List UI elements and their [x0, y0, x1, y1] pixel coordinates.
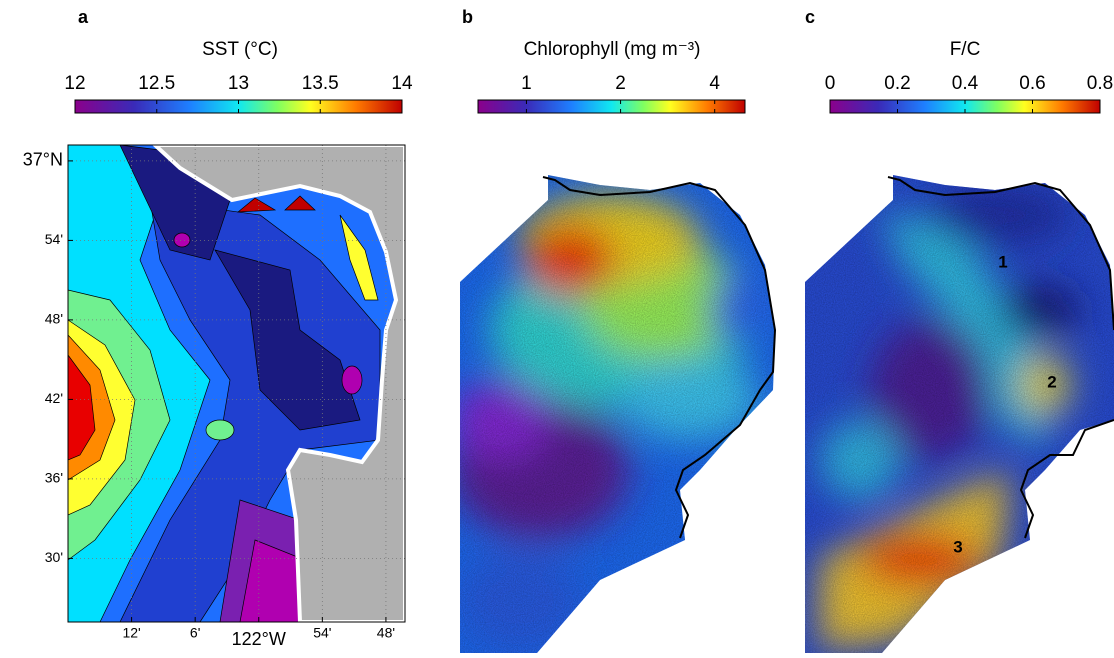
coastline: [542, 176, 777, 539]
coastline: [887, 176, 1114, 331]
x-tick-label: 12': [122, 625, 140, 641]
colorbar-tick-label: 0.8: [1087, 73, 1113, 94]
colorbar-tick-label: 12.5: [138, 73, 175, 94]
map-frame: [67, 144, 406, 623]
colorbar-tick-label: 0.2: [884, 73, 910, 94]
panel-label: b: [462, 7, 473, 27]
y-tick-label: 36': [45, 470, 63, 486]
fc-map: [805, 175, 1114, 653]
annotation: 3: [953, 537, 962, 556]
y-tick-label: 37°N: [23, 150, 63, 170]
panel-label: a: [78, 7, 89, 27]
colorbar-tick-label: 0.6: [1019, 73, 1045, 94]
y-tick-label: 54': [45, 231, 63, 247]
colorbar-tick-label: 2: [615, 73, 626, 94]
colorbar-tick-label: 1: [521, 73, 532, 94]
colorbar-tick-label: 13: [228, 73, 249, 94]
x-tick-label: 122°W: [232, 629, 286, 649]
y-tick-label: 42': [45, 390, 63, 406]
x-tick-label: 48': [377, 625, 395, 641]
x-tick-label: 6': [190, 625, 200, 641]
annotation: 2: [1047, 372, 1056, 391]
colorbar-tick-label: 13.5: [302, 73, 339, 94]
colorbar-title: Chlorophyll (mg m⁻³): [524, 39, 701, 60]
coastline: [1019, 419, 1114, 539]
colorbar-title: F/C: [950, 39, 981, 60]
chlorophyll-map: [460, 175, 775, 653]
colorbar-tick-label: 4: [709, 73, 720, 94]
panel-label: c: [805, 7, 815, 27]
colorbar: [477, 99, 746, 114]
colorbar-title: SST (°C): [202, 39, 278, 60]
colorbar-tick-label: 14: [391, 73, 413, 94]
x-tick-label: 54': [313, 625, 331, 641]
sst-map: [68, 145, 405, 622]
colorbar-tick-label: 0: [825, 73, 836, 94]
colorbar-tick-label: 0.4: [952, 73, 979, 94]
y-tick-label: 30': [45, 549, 63, 565]
colorbar-tick-label: 12: [64, 73, 85, 94]
annotation: 1: [998, 252, 1007, 271]
y-tick-label: 48': [45, 311, 63, 327]
